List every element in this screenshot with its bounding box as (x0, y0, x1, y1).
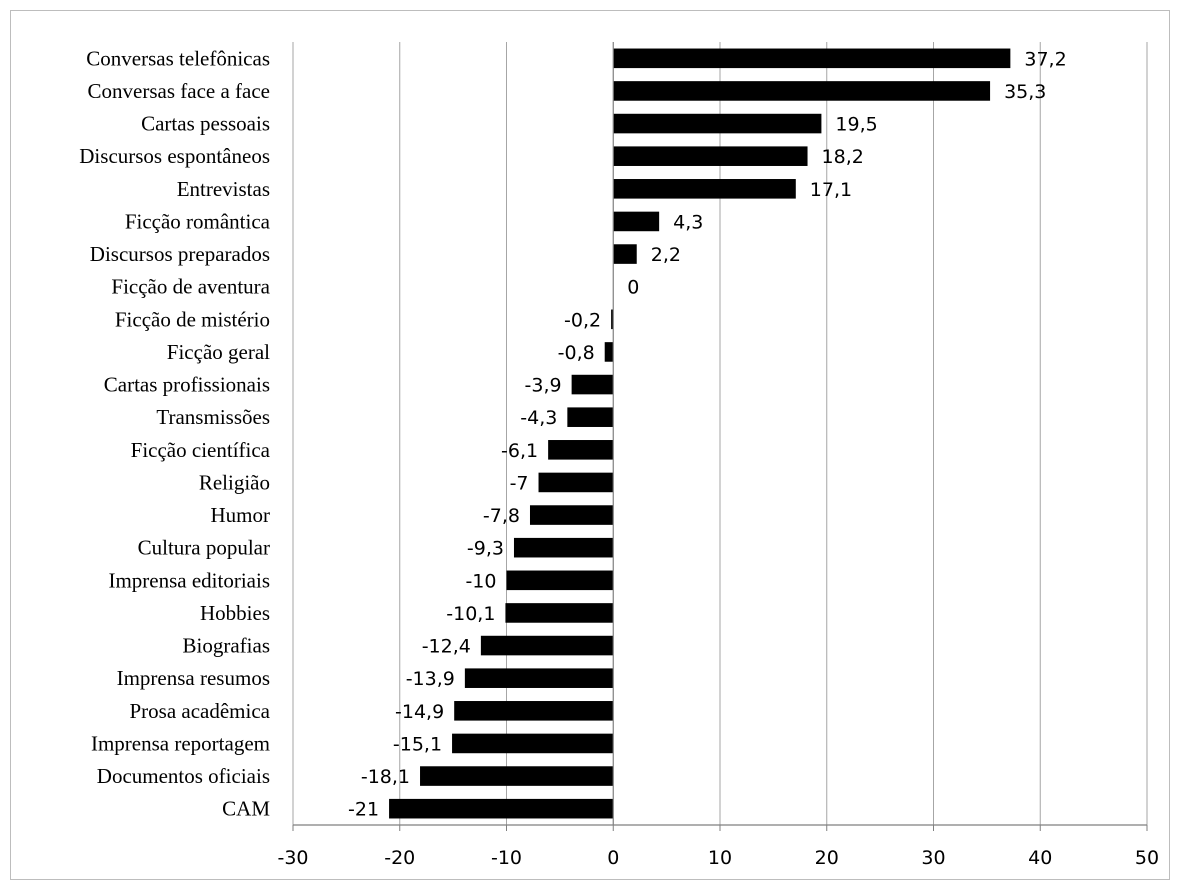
data-label: -10,1 (446, 603, 495, 625)
bar (613, 113, 822, 134)
category-label: Imprensa resumos (117, 666, 270, 690)
bar (613, 146, 808, 166)
data-label: -9,3 (467, 538, 504, 560)
data-label: -15,1 (393, 733, 442, 755)
gridlines (292, 42, 1148, 825)
data-label: 17,1 (810, 179, 852, 201)
axes (292, 42, 1148, 831)
bar (454, 701, 614, 721)
data-label: 0 (627, 277, 639, 299)
category-label: Ficção de mistério (115, 307, 270, 331)
category-label: Ficção de aventura (111, 275, 270, 299)
category-label: CAM (222, 797, 270, 821)
data-label: -4,3 (520, 407, 557, 429)
x-tick-label: -10 (491, 847, 522, 869)
x-tick-label: 40 (1028, 847, 1052, 869)
data-label: -18,1 (361, 766, 410, 788)
data-label: -12,4 (422, 636, 471, 658)
x-tick-label: 0 (607, 847, 619, 869)
x-tick-label: 30 (921, 847, 945, 869)
bar (452, 733, 614, 754)
category-label: Conversas face a face (88, 79, 270, 103)
bar (480, 635, 614, 656)
bar (611, 309, 614, 330)
data-label: -14,9 (395, 701, 444, 723)
data-label: -3,9 (525, 375, 562, 397)
category-label: Ficção científica (131, 438, 271, 462)
category-label: Hobbies (200, 601, 270, 625)
category-label: Conversas telefônicas (86, 46, 270, 70)
data-label: -7 (510, 472, 529, 494)
bar (571, 374, 614, 395)
x-tick-label: -30 (277, 847, 308, 869)
labels: -30 -20 -10 0 10 20 30 40 50 Conversas telefônica… (79, 46, 1159, 869)
bar (505, 603, 614, 623)
category-label: Biografias (183, 634, 270, 658)
bar (604, 342, 614, 362)
data-label: 18,2 (822, 146, 864, 168)
data-label: 35,3 (1004, 81, 1046, 103)
data-label: -10 (465, 570, 496, 592)
bar (420, 766, 614, 786)
data-label: 2,2 (651, 244, 681, 266)
bar (613, 244, 637, 264)
bar (506, 570, 614, 591)
data-label: -0,2 (564, 309, 601, 331)
x-tick-label: 20 (815, 847, 839, 869)
category-label: Discursos espontâneos (79, 144, 270, 168)
category-label: Transmissões (156, 405, 270, 429)
data-label: -6,1 (501, 440, 538, 462)
bar (513, 537, 614, 558)
data-label: -0,8 (558, 342, 595, 364)
category-label: Religião (199, 470, 270, 494)
category-label: Documentos oficiais (97, 764, 270, 788)
data-label: 37,2 (1024, 48, 1066, 70)
bar (567, 407, 614, 427)
x-tick-label: 10 (708, 847, 732, 869)
x-tick-label: 50 (1135, 847, 1159, 869)
bar (613, 81, 991, 101)
data-label: -21 (348, 799, 379, 821)
data-label: -7,8 (483, 505, 520, 527)
bar (613, 48, 1011, 69)
bar (548, 440, 614, 460)
category-label: Discursos preparados (90, 242, 270, 266)
category-label: Humor (211, 503, 271, 527)
data-label: 19,5 (835, 114, 877, 136)
bars (389, 48, 1011, 819)
data-label: -13,9 (406, 668, 455, 690)
category-label: Entrevistas (177, 177, 270, 201)
category-label: Cultura popular (138, 536, 270, 560)
bar (613, 211, 660, 232)
bar (464, 668, 614, 688)
category-label: Ficção romântica (125, 209, 271, 233)
category-label: Prosa acadêmica (129, 699, 270, 723)
category-label: Imprensa reportagem (91, 731, 270, 755)
category-label: Ficção geral (167, 340, 270, 364)
category-label: Imprensa editoriais (108, 568, 270, 592)
bar (538, 472, 614, 493)
x-tick-label: -20 (384, 847, 415, 869)
bar (529, 505, 614, 525)
category-label: Cartas profissionais (104, 373, 270, 397)
data-label: 4,3 (673, 211, 703, 233)
category-label: Cartas pessoais (141, 112, 270, 136)
bar (389, 798, 614, 819)
bar (613, 179, 796, 199)
